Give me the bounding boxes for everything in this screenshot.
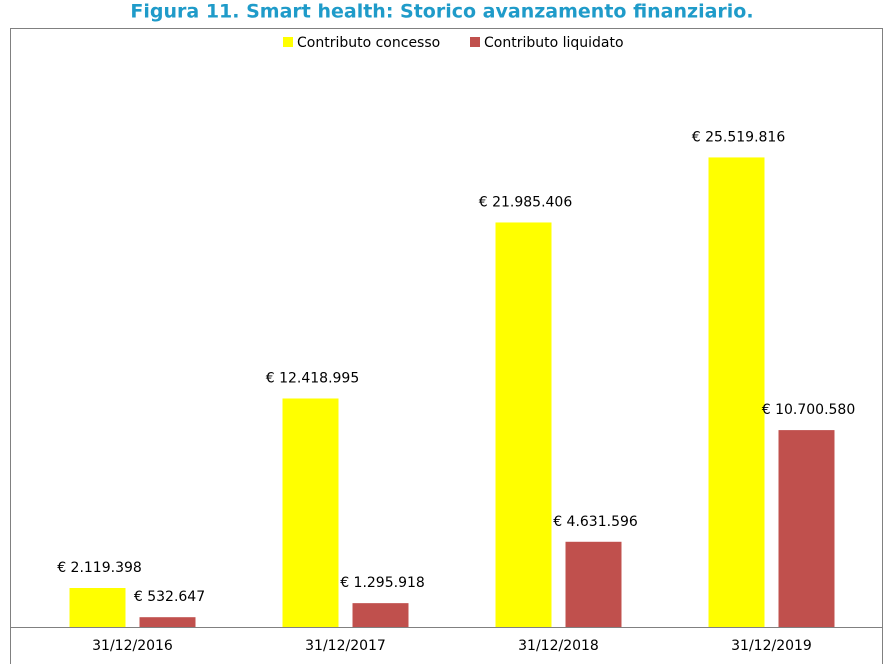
x-tick-label: 31/12/2017 [305, 638, 386, 654]
data-label: € 2.119.398 [57, 560, 142, 576]
bar [565, 541, 622, 627]
bar [352, 603, 409, 627]
data-label: € 4.631.596 [553, 514, 638, 530]
data-label: € 25.519.816 [692, 129, 786, 145]
legend-label: Contributo liquidato [484, 35, 624, 51]
bar [282, 398, 339, 627]
x-tick-label: 31/12/2018 [518, 638, 599, 654]
chart-title: Figura 11. Smart health: Storico avanzam… [130, 1, 753, 23]
bar [778, 430, 835, 627]
data-label: € 10.700.580 [762, 402, 856, 418]
data-label: € 21.985.406 [479, 194, 573, 210]
x-tick-label: 31/12/2016 [92, 638, 173, 654]
legend-label: Contributo concesso [297, 35, 440, 51]
bar [708, 157, 765, 628]
bar [139, 617, 196, 627]
data-label: € 532.647 [134, 589, 205, 605]
bar [495, 222, 552, 627]
legend-swatch [283, 37, 293, 47]
x-tick-label: 31/12/2019 [731, 638, 812, 654]
data-label: € 12.418.995 [266, 370, 360, 386]
bar [69, 588, 126, 627]
data-label: € 1.295.918 [340, 575, 425, 591]
legend-swatch [470, 37, 480, 47]
